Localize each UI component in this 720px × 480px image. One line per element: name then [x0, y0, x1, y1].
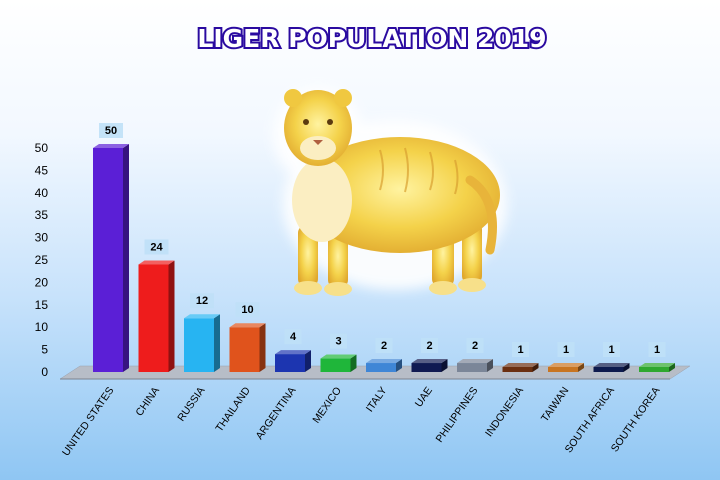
- svg-text:2: 2: [426, 340, 432, 352]
- svg-text:10: 10: [241, 304, 253, 316]
- data-label: 2: [466, 338, 484, 354]
- x-tick-label: SOUTH AFRICA: [563, 385, 617, 455]
- x-tick-label: UNITED STATES: [60, 385, 116, 458]
- svg-text:4: 4: [290, 331, 297, 343]
- y-tick-label: 45: [35, 163, 49, 177]
- svg-text:2: 2: [381, 340, 387, 352]
- bar: [639, 363, 675, 372]
- svg-text:12: 12: [196, 295, 208, 307]
- svg-text:1: 1: [517, 344, 523, 356]
- svg-text:24: 24: [150, 241, 163, 253]
- data-label: 2: [375, 338, 393, 354]
- bar: [93, 144, 129, 372]
- y-tick-label: 35: [35, 208, 49, 222]
- svg-text:3: 3: [335, 336, 341, 348]
- data-label: 12: [190, 293, 214, 309]
- bars: [93, 144, 675, 372]
- x-tick-label: UAE: [413, 385, 435, 410]
- bar: [138, 260, 175, 372]
- data-label: 1: [557, 342, 575, 357]
- data-label: 4: [284, 329, 302, 345]
- bar: [275, 350, 311, 372]
- data-label: 3: [330, 333, 347, 349]
- y-tick-label: 30: [35, 231, 49, 245]
- data-label: 50: [99, 123, 123, 138]
- y-tick-label: 50: [35, 141, 49, 155]
- x-tick-label: RUSSIA: [175, 385, 207, 424]
- data-label: 1: [512, 342, 529, 357]
- liger-icon: [273, 87, 507, 296]
- svg-text:2: 2: [472, 340, 478, 352]
- x-tick-label: ITALY: [364, 385, 390, 415]
- bar: [457, 359, 493, 372]
- y-tick-label: 0: [41, 365, 48, 379]
- bar: [502, 363, 539, 372]
- bar: [229, 323, 266, 372]
- x-tick-label: ARGENTINA: [253, 385, 298, 442]
- data-label: 24: [144, 239, 169, 255]
- chart-title: LIGER POPULATION 2019: [197, 24, 546, 53]
- bar: [184, 314, 220, 372]
- y-tick-label: 10: [35, 320, 49, 334]
- y-tick-label: 15: [35, 298, 49, 312]
- x-tick-label: TAIWAN: [539, 385, 572, 424]
- y-tick-label: 40: [35, 186, 49, 200]
- y-tick-label: 20: [35, 275, 49, 289]
- y-tick-label: 5: [41, 343, 48, 357]
- x-tick-label: MEXICO: [310, 385, 344, 426]
- x-tick-label: PHILIPPINES: [433, 385, 480, 445]
- x-tick-label: INDONESIA: [483, 385, 526, 439]
- bar: [366, 359, 402, 372]
- svg-text:50: 50: [105, 125, 117, 137]
- bar: [548, 363, 584, 372]
- bar: [411, 359, 448, 372]
- data-label: 10: [235, 302, 260, 318]
- x-tick-label: CHINA: [133, 385, 162, 419]
- svg-text:1: 1: [608, 344, 614, 356]
- data-label: 2: [421, 338, 438, 354]
- bar: [320, 354, 357, 372]
- data-label: 1: [648, 342, 666, 357]
- data-label: 1: [603, 342, 620, 357]
- y-axis-ticks: 0 5 10 15 20 25 30 35 40 45 50: [35, 141, 49, 379]
- x-tick-label: SOUTH KOREA: [609, 385, 663, 454]
- bar: [593, 363, 630, 372]
- svg-text:1: 1: [654, 344, 660, 356]
- x-axis-ticks: UNITED STATES CHINA RUSSIA THAILAND ARGENTIN…: [60, 385, 662, 459]
- svg-text:1: 1: [563, 344, 569, 356]
- data-labels: 50 24 12 10 4 3 2 2 2 1 1 1 1: [99, 123, 666, 357]
- x-tick-label: THAILAND: [213, 385, 253, 435]
- y-tick-label: 25: [35, 253, 49, 267]
